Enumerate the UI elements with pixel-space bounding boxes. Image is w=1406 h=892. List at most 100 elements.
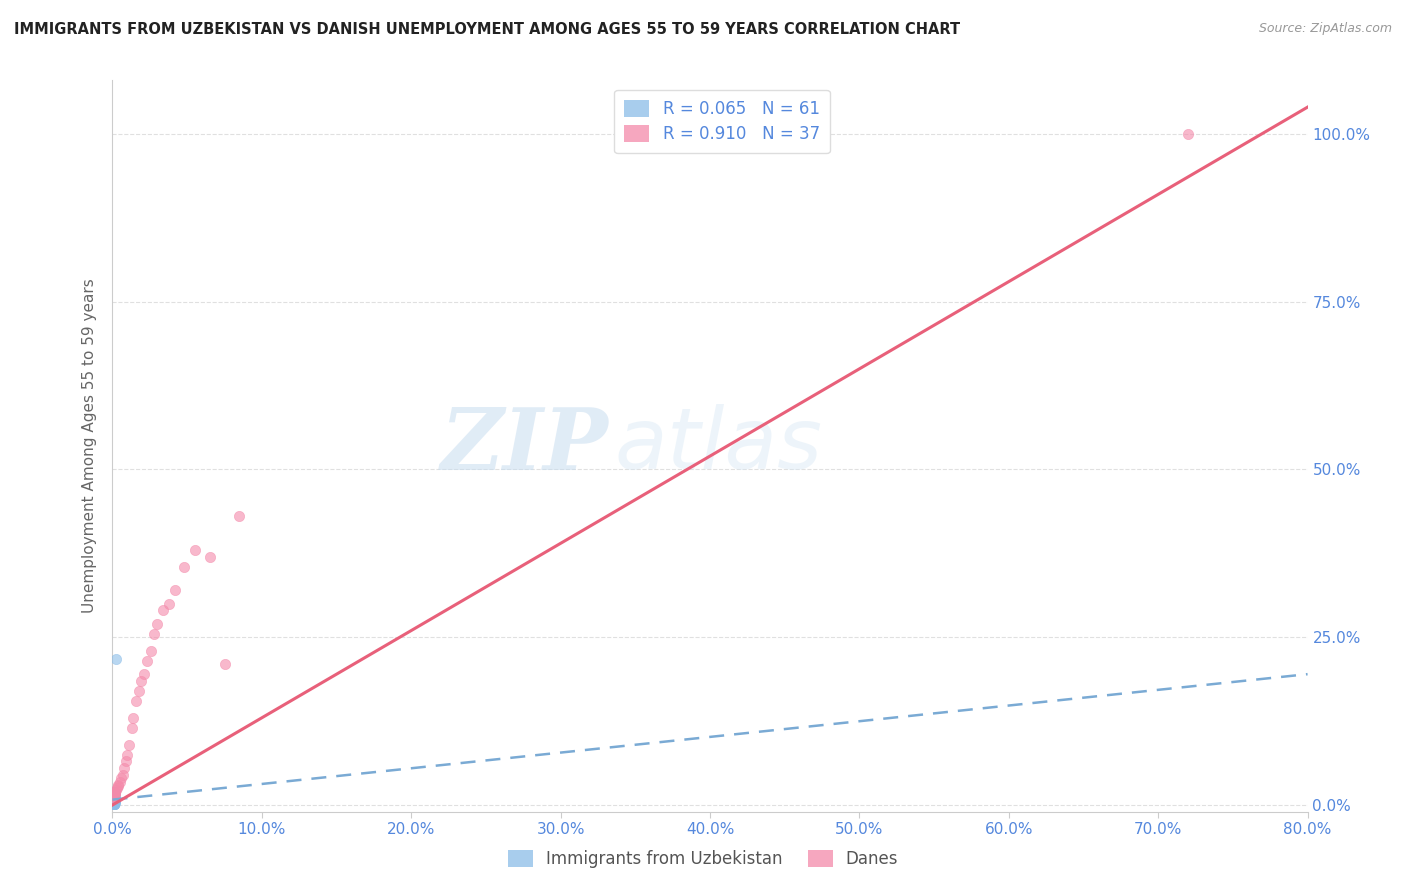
Point: [101, 795, 124, 809]
Point: [103, 795, 125, 809]
Point: [118, 738, 141, 752]
Point: [103, 791, 125, 805]
Point: [214, 657, 236, 671]
Point: [1177, 127, 1199, 141]
Point: [103, 788, 125, 802]
Point: [132, 667, 155, 681]
Text: atlas: atlas: [614, 404, 823, 488]
Point: [101, 797, 124, 811]
Point: [103, 796, 125, 810]
Point: [103, 797, 125, 811]
Point: [103, 784, 125, 798]
Point: [103, 792, 125, 806]
Point: [141, 643, 163, 657]
Point: [103, 797, 125, 812]
Point: [103, 786, 125, 800]
Point: [103, 795, 125, 809]
Point: [103, 795, 125, 809]
Point: [103, 789, 125, 804]
Point: [103, 789, 125, 804]
Point: [198, 549, 221, 564]
Y-axis label: Unemployment Among Ages 55 to 59 years: Unemployment Among Ages 55 to 59 years: [82, 278, 97, 614]
Point: [107, 778, 129, 792]
Point: [103, 797, 125, 811]
Point: [125, 694, 148, 708]
Point: [122, 711, 145, 725]
Point: [105, 781, 128, 796]
Point: [173, 559, 195, 574]
Point: [103, 797, 125, 811]
Point: [103, 797, 125, 811]
Point: [228, 509, 250, 524]
Point: [103, 797, 125, 812]
Point: [107, 779, 129, 793]
Point: [105, 651, 128, 665]
Point: [121, 721, 143, 735]
Point: [103, 790, 125, 805]
Point: [117, 747, 139, 762]
Point: [103, 796, 125, 810]
Point: [103, 795, 125, 809]
Point: [103, 791, 125, 805]
Point: [115, 755, 138, 769]
Point: [104, 796, 127, 810]
Point: [104, 792, 127, 806]
Point: [103, 797, 125, 812]
Point: [103, 787, 125, 801]
Point: [103, 789, 125, 803]
Point: [105, 783, 128, 797]
Point: [104, 790, 127, 805]
Legend: Immigrants from Uzbekistan, Danes: Immigrants from Uzbekistan, Danes: [501, 843, 905, 875]
Point: [103, 791, 125, 805]
Point: [103, 789, 125, 803]
Point: [103, 797, 125, 812]
Point: [103, 789, 125, 804]
Point: [114, 761, 135, 775]
Point: [152, 603, 174, 617]
Point: [103, 795, 125, 809]
Legend: R = 0.065   N = 61, R = 0.910   N = 37: R = 0.065 N = 61, R = 0.910 N = 37: [614, 90, 830, 153]
Text: Source: ZipAtlas.com: Source: ZipAtlas.com: [1258, 22, 1392, 36]
Point: [103, 788, 125, 802]
Point: [110, 771, 132, 785]
Point: [183, 543, 205, 558]
Point: [104, 786, 127, 800]
Point: [103, 797, 125, 811]
Point: [101, 797, 124, 812]
Point: [103, 792, 125, 806]
Point: [103, 795, 125, 809]
Point: [104, 786, 127, 800]
Text: IMMIGRANTS FROM UZBEKISTAN VS DANISH UNEMPLOYMENT AMONG AGES 55 TO 59 YEARS CORR: IMMIGRANTS FROM UZBEKISTAN VS DANISH UNE…: [14, 22, 960, 37]
Point: [103, 789, 125, 804]
Point: [103, 795, 125, 809]
Point: [103, 796, 125, 810]
Point: [104, 787, 127, 801]
Point: [111, 768, 134, 782]
Point: [103, 797, 125, 811]
Point: [108, 774, 131, 789]
Point: [101, 794, 124, 808]
Point: [101, 797, 124, 811]
Point: [103, 789, 125, 804]
Point: [128, 684, 150, 698]
Point: [103, 797, 125, 812]
Point: [104, 792, 127, 806]
Point: [103, 797, 125, 812]
Point: [103, 788, 125, 802]
Point: [135, 654, 157, 668]
Point: [104, 784, 127, 798]
Point: [157, 597, 180, 611]
Point: [103, 793, 125, 807]
Point: [103, 796, 125, 810]
Point: [103, 793, 125, 807]
Point: [103, 797, 125, 811]
Point: [101, 796, 124, 810]
Point: [129, 673, 152, 688]
Point: [146, 616, 169, 631]
Point: [103, 792, 125, 806]
Point: [103, 793, 125, 807]
Point: [103, 787, 125, 801]
Point: [103, 784, 125, 798]
Point: [165, 583, 187, 598]
Point: [103, 789, 125, 804]
